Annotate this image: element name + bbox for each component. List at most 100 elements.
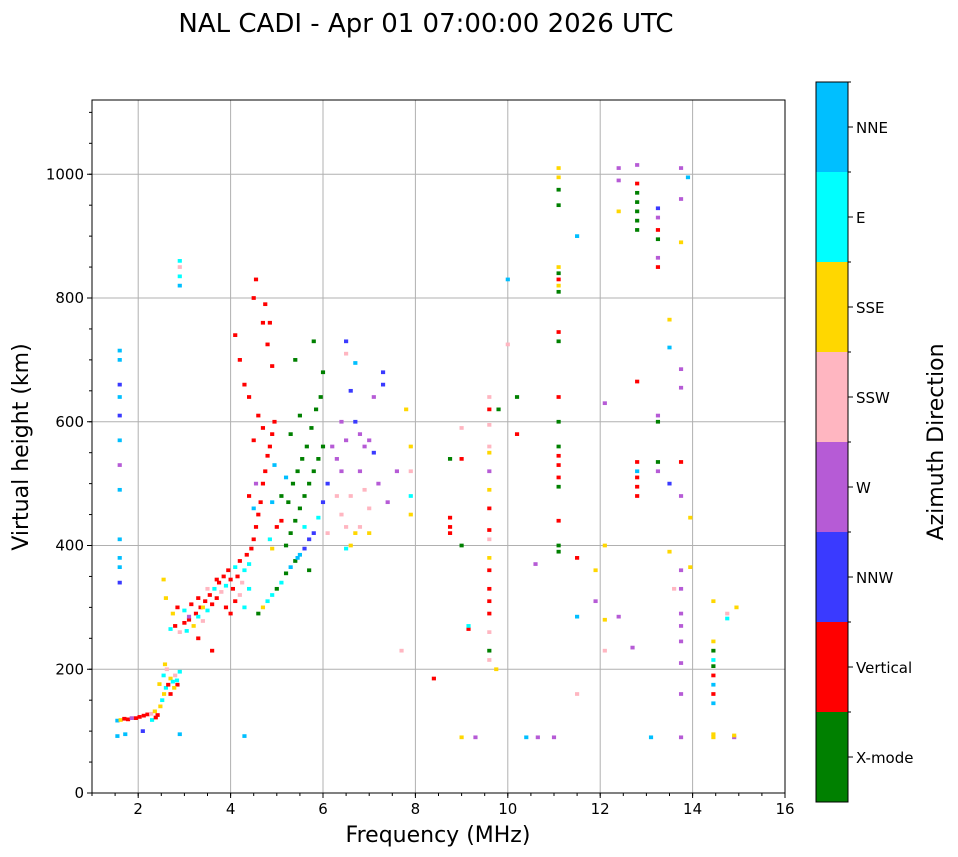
- data-point-nne: [117, 348, 122, 353]
- data-point-nnw: [380, 382, 386, 387]
- data-point-x-mode: [635, 209, 640, 214]
- data-point-sse: [162, 662, 168, 667]
- colorbar-tick-label: E: [856, 209, 865, 227]
- data-point-x-mode: [655, 419, 661, 424]
- data-point-ssw: [149, 711, 154, 716]
- data-point-vertical: [274, 525, 279, 529]
- data-point-nnw: [667, 481, 672, 486]
- data-point-x-mode: [447, 457, 453, 461]
- data-point-x-mode: [556, 484, 561, 489]
- y-tick-label: 200: [55, 660, 84, 678]
- data-point-vertical: [247, 395, 252, 399]
- data-point-w: [678, 494, 684, 498]
- data-point-sse: [348, 543, 353, 548]
- colorbar-segment-sse: [816, 262, 848, 352]
- data-point-sse: [711, 732, 716, 737]
- data-point-vertical: [137, 715, 142, 719]
- data-point-vertical: [487, 506, 492, 511]
- data-point-nne: [242, 734, 247, 738]
- data-point-vertical: [141, 713, 146, 718]
- data-point-nne: [353, 361, 358, 365]
- data-point-e: [344, 546, 349, 551]
- data-point-vertical: [635, 475, 640, 480]
- data-point-vertical: [635, 460, 640, 464]
- data-point-ssw: [725, 611, 730, 616]
- data-point-vertical: [466, 627, 471, 631]
- data-point-vertical: [267, 320, 272, 325]
- data-point-w: [655, 413, 661, 418]
- data-point-x-mode: [300, 457, 305, 461]
- data-point-w: [357, 469, 363, 474]
- data-point-sse: [158, 704, 163, 709]
- data-point-ssw: [173, 673, 178, 678]
- data-point-ssw: [348, 494, 353, 498]
- data-point-w: [655, 255, 661, 260]
- data-point-sse: [404, 407, 409, 412]
- data-point-w: [339, 469, 344, 474]
- y-tick-label: 800: [55, 289, 84, 307]
- x-tick-label: 10: [498, 800, 517, 818]
- data-point-e: [267, 537, 272, 542]
- data-point-vertical: [122, 716, 127, 721]
- data-point-vertical: [487, 568, 492, 573]
- colorbar-segment-ssw: [816, 352, 848, 442]
- data-point-w: [385, 500, 390, 505]
- data-point-vertical: [711, 673, 716, 678]
- data-point-nnw: [311, 531, 316, 535]
- data-point-ssw: [200, 619, 205, 623]
- colorbar-segment-vertical: [816, 622, 848, 712]
- data-point-x-mode: [293, 358, 298, 362]
- y-tick-label: 400: [55, 537, 84, 555]
- data-point-ssw: [459, 426, 464, 430]
- data-point-w: [678, 367, 684, 372]
- data-point-nne: [115, 718, 120, 723]
- y-axis-label: Virtual height (km): [9, 343, 34, 550]
- data-point-vertical: [189, 602, 194, 607]
- data-point-vertical: [270, 432, 275, 436]
- data-point-vertical: [265, 453, 270, 458]
- data-point-w: [376, 481, 381, 486]
- data-point-vertical: [556, 475, 561, 480]
- data-point-vertical: [186, 617, 192, 622]
- data-point-nnw: [320, 500, 326, 505]
- colorbar-tick-label: W: [856, 479, 871, 497]
- data-point-e: [170, 679, 175, 684]
- data-point-w: [635, 163, 640, 167]
- data-point-vertical: [214, 577, 219, 582]
- data-point-w: [533, 562, 538, 566]
- y-axis-ticks: 0 200 400 600 800 1000: [46, 111, 92, 802]
- data-point-vertical: [133, 716, 138, 720]
- data-point-ssw: [487, 444, 492, 449]
- data-point-vertical: [256, 512, 261, 517]
- data-point-x-mode: [293, 559, 298, 563]
- data-point-sse: [459, 735, 464, 740]
- data-point-sse: [172, 685, 177, 690]
- data-point-x-mode: [316, 457, 321, 461]
- data-point-x-mode: [311, 339, 316, 344]
- data-point-ssw: [177, 265, 182, 269]
- data-point-nne: [117, 556, 122, 560]
- data-point-x-mode: [655, 460, 661, 464]
- data-point-w: [551, 735, 557, 740]
- data-point-x-mode: [556, 203, 561, 208]
- data-point-ssw: [219, 590, 224, 594]
- data-point-ssw: [408, 469, 413, 474]
- x-tick-label: 4: [226, 800, 236, 818]
- data-point-nnw: [302, 546, 307, 551]
- data-point-x-mode: [318, 395, 323, 399]
- data-point-vertical: [228, 577, 233, 582]
- data-point-w: [678, 624, 684, 628]
- data-point-vertical: [556, 463, 561, 467]
- data-point-sse: [353, 531, 358, 535]
- data-point-sse: [168, 676, 173, 681]
- x-tick-label: 2: [133, 800, 143, 818]
- data-point-vertical: [655, 228, 661, 232]
- data-point-x-mode: [283, 571, 289, 576]
- data-point-sse: [161, 577, 166, 582]
- data-point-sse: [270, 546, 275, 551]
- data-point-vertical: [247, 494, 252, 498]
- data-point-nnw: [117, 413, 122, 418]
- colorbar-tick-label: NNW: [856, 569, 893, 587]
- data-point-sse: [711, 639, 716, 644]
- x-axis-ticks: 2 4 6 8 10 12 14 16: [91, 793, 795, 818]
